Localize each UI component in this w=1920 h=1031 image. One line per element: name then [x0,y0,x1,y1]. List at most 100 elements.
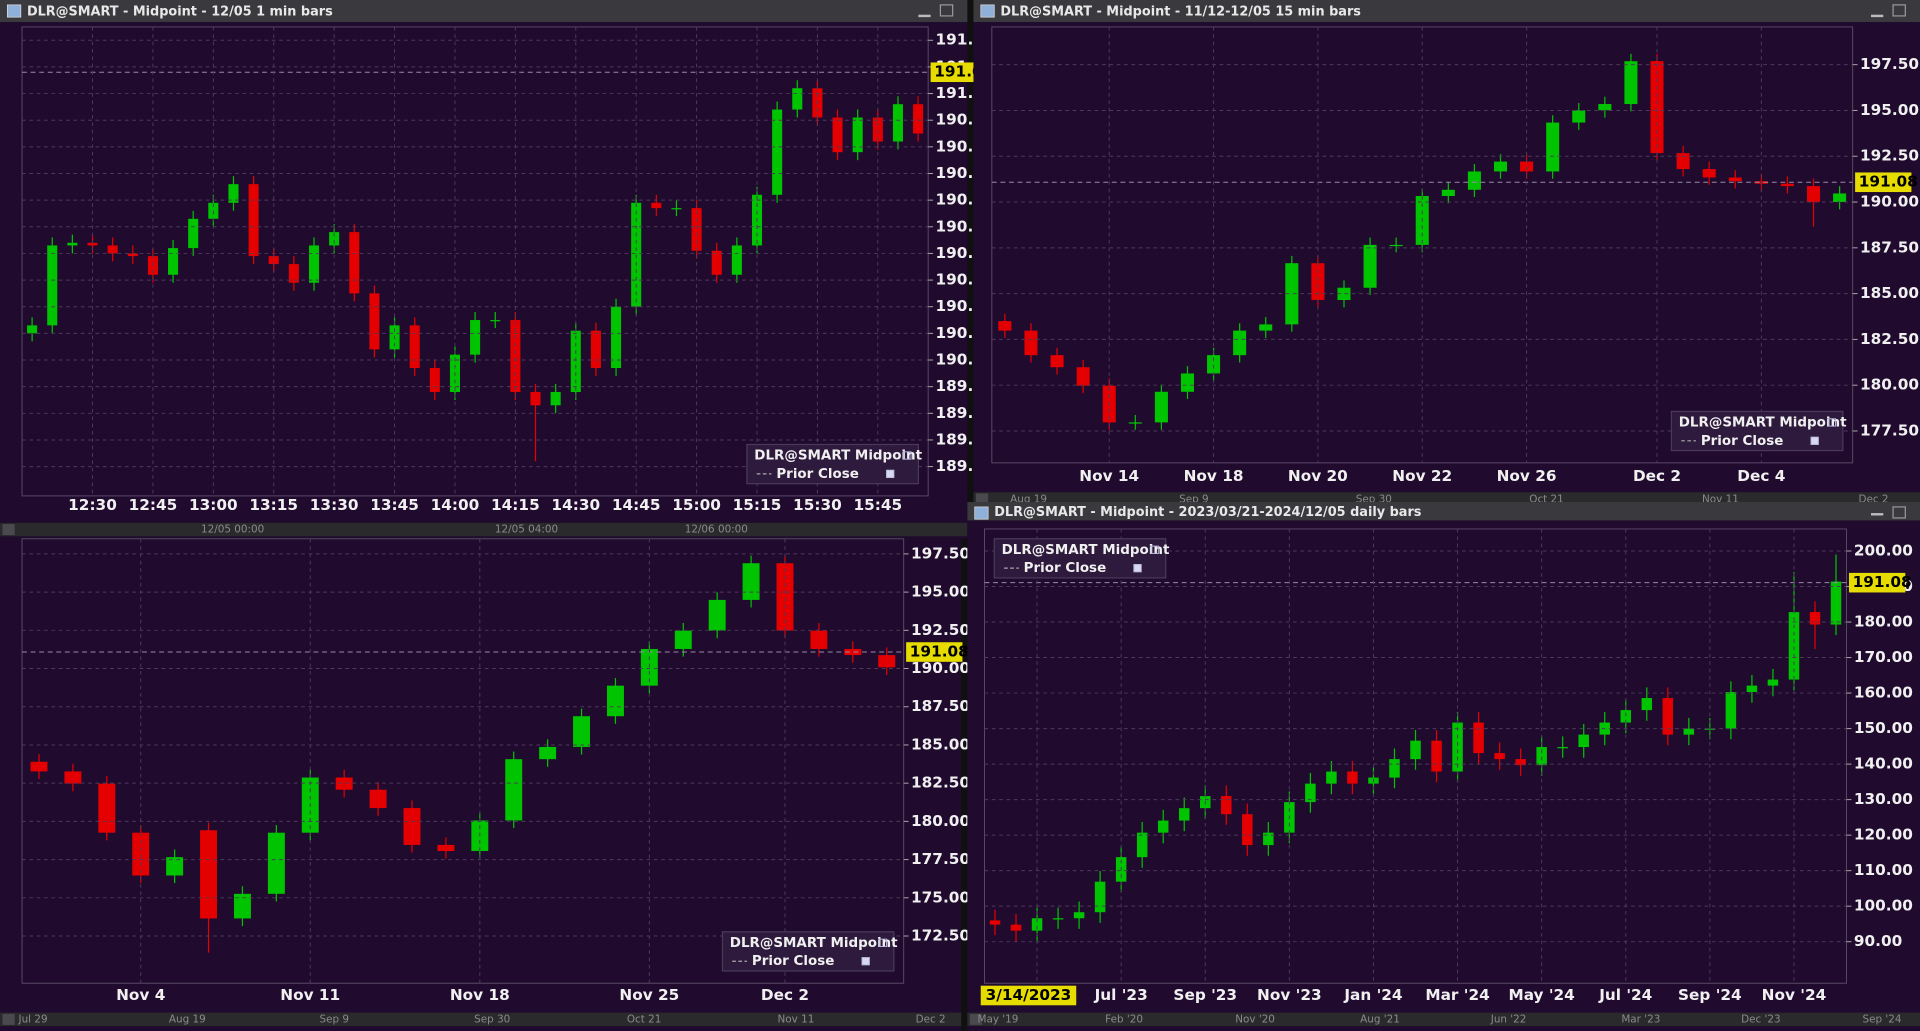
navigator-label: Aug 19 [169,1013,206,1025]
window-icon [6,4,22,18]
candle-body [188,218,199,249]
candle-body [369,293,380,350]
x-tick-label: Nov 25 [619,986,679,1004]
navigator-label: Dec '23 [1741,1013,1781,1025]
candle-body [510,320,521,392]
candle-body [691,208,702,251]
y-tick-label: 190.3 [936,271,984,289]
y-tick-label: 190.4 [936,244,984,262]
navigator-left[interactable] [969,1013,983,1025]
x-tick-label: 13:15 [249,496,298,514]
title-bar [967,502,1920,521]
candle-body [1178,808,1190,821]
x-tick-label: 13:00 [189,496,238,514]
navigator-left[interactable] [2,1013,15,1025]
legend-arrow[interactable] [1827,418,1836,427]
navigator-left[interactable] [2,524,15,536]
candle-body [1154,391,1168,423]
candle-body [1157,820,1169,833]
minimize-button[interactable] [918,14,931,18]
x-tick-label: Jan '24 [1343,986,1402,1004]
legend-label: Prior Close [1024,561,1107,576]
y-tick-label: 190.9 [936,111,984,129]
candle-body [539,746,557,760]
minimize-button[interactable] [1871,513,1884,516]
candle-body [1073,912,1085,919]
x-tick-label: 12:45 [129,496,178,514]
candle-body [611,306,622,369]
legend-checkbox[interactable] [1810,436,1819,445]
candle-body [27,325,38,334]
candle-body [1337,287,1351,301]
candle-body [429,368,440,392]
legend-arrow[interactable] [1150,545,1159,554]
x-tick-label: Sep '23 [1173,986,1237,1004]
legend-checkbox[interactable] [1133,563,1142,573]
candle-body [1809,612,1821,625]
y-tick-label: 130.00 [1854,790,1913,808]
candle-body [132,832,150,876]
y-tick-label: 189.7 [936,430,984,448]
x-tick-label: 12:30 [68,496,117,514]
candle-body [1493,161,1508,172]
candle-body [1441,189,1455,196]
navigator-label: Aug 19 [1010,494,1047,506]
maximize-button[interactable] [1892,506,1906,519]
y-tick-label: 180.00 [1860,376,1919,394]
plot-frame [21,26,929,497]
navigator-bar[interactable] [967,1012,1920,1027]
navigator-label: Nov 11 [778,1013,815,1025]
candle-body [288,264,299,283]
x-tick-label: Dec 4 [1737,467,1785,485]
legend-arrow[interactable] [903,451,912,460]
y-tick-label: 191.0 [936,84,984,102]
candle-body [1578,734,1589,748]
candle-body [409,325,420,369]
candle-body [1572,110,1586,123]
candle-body [1207,355,1221,374]
candle-body [1431,740,1442,772]
candle-body [674,630,692,649]
y-tick-label: 190.8 [936,137,984,155]
legend-checkbox[interactable] [886,469,895,479]
navigator-label: Jul 29 [18,1013,48,1025]
legend-arrow[interactable] [878,938,888,948]
x-tick-label: 14:15 [491,496,540,514]
y-tick-label: 190.00 [911,659,970,677]
chart-panel: 200.00190.00180.00170.00160.00150.00140.… [967,502,1920,1031]
maximize-button[interactable] [1892,4,1906,17]
legend-label: DLR@SMART Midpoint [1002,543,1170,558]
y-tick-label: 180.00 [911,812,970,830]
y-tick-label: 200.00 [1854,541,1913,559]
y-tick-label: 190.1 [936,324,984,342]
candle-body [913,104,924,134]
candle-body [590,330,601,369]
candle-body [228,184,239,203]
navigator-label: 12/06 00:00 [685,524,748,536]
candle-body [369,789,387,809]
navigator-bar[interactable] [0,522,968,537]
candle-body [1326,771,1337,784]
candle-body [1136,832,1148,858]
x-tick-label: May '24 [1508,986,1574,1004]
y-tick-label: 140.00 [1854,755,1913,773]
legend-label: DLR@SMART Midpoint [1679,415,1847,430]
y-tick-label: 192.50 [911,621,970,639]
candle-body [1494,753,1505,760]
navigator-bar[interactable] [0,1012,962,1027]
candle-body [1233,330,1247,356]
candle-body [505,759,523,821]
candle-body [403,808,421,845]
candle-body [437,844,455,852]
candle-body [30,761,48,772]
candle-body [742,563,760,600]
candle-body [1515,759,1526,766]
candle-body [878,655,896,668]
navigator-label: Feb '20 [1105,1013,1143,1025]
navigator-label: Dec 2 [1858,494,1888,506]
legend-label: Prior Close [776,467,859,482]
candle-body [1728,177,1742,182]
minimize-button[interactable] [1871,14,1884,18]
maximize-button[interactable] [939,4,954,17]
legend-checkbox[interactable] [861,957,870,966]
